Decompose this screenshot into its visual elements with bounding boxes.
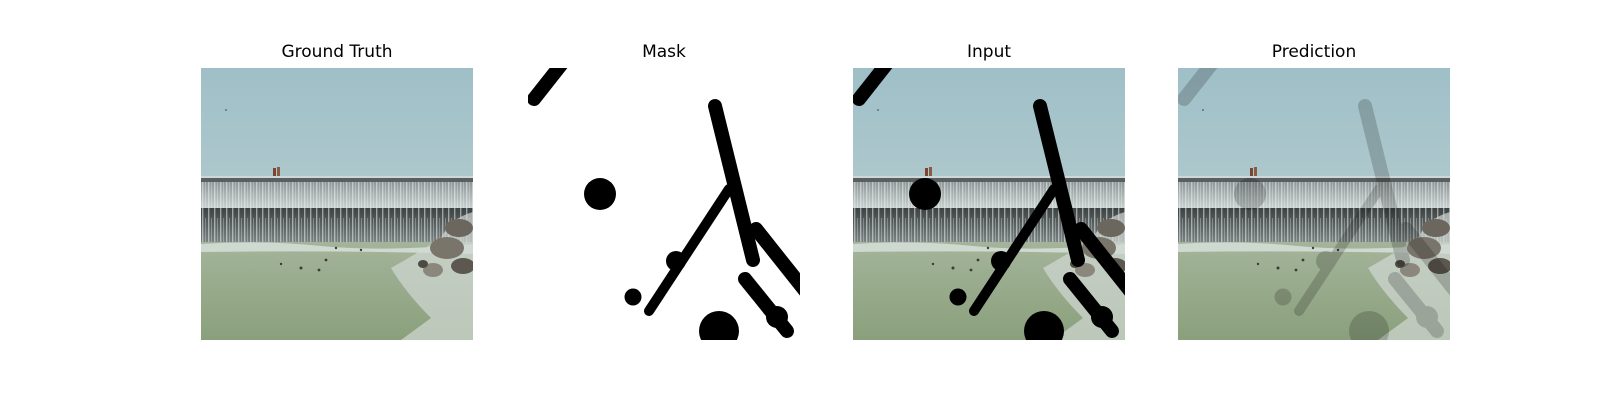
input-image (853, 68, 1125, 340)
panel-title: Input (966, 42, 1012, 62)
input-panel: Input (853, 0, 1125, 400)
prediction-panel: Prediction (1178, 0, 1450, 400)
panel-title: Prediction (1271, 42, 1357, 62)
prediction-image (1178, 68, 1450, 340)
mask-panel: Mask (528, 0, 800, 400)
panel-title: Ground Truth (281, 42, 393, 62)
ground-truth-panel: Ground Truth (201, 0, 473, 400)
mask-image (528, 68, 800, 340)
panel-title: Mask (642, 42, 686, 62)
ground-truth-image (201, 68, 473, 340)
